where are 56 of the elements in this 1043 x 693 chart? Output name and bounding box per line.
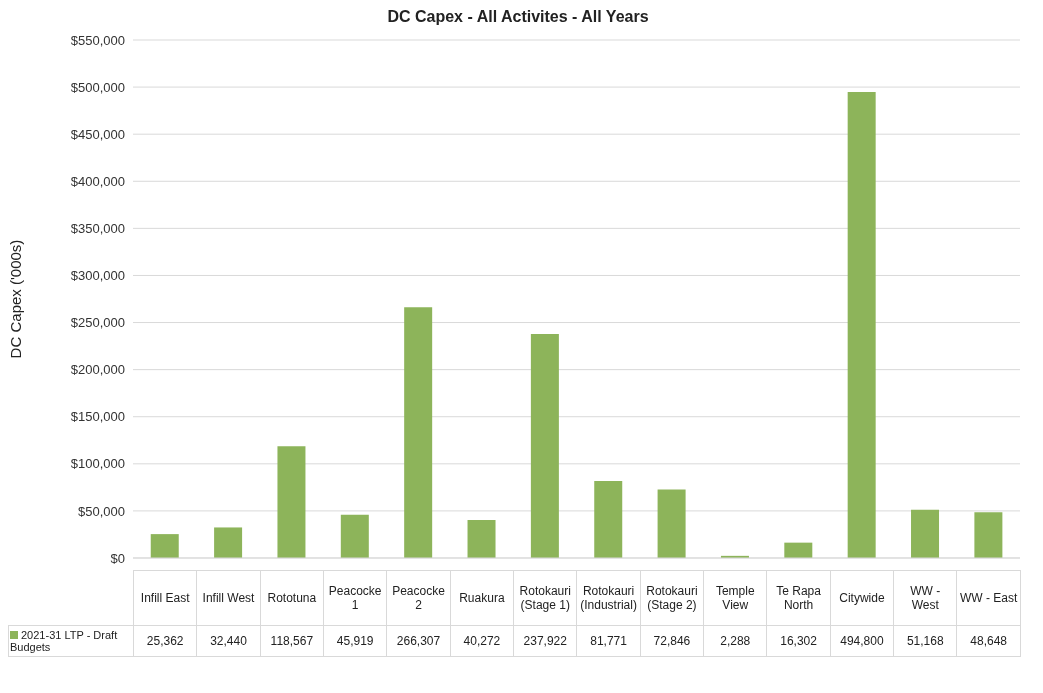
y-tick-label: $550,000 bbox=[70, 32, 125, 48]
x-tick-label: Citywide bbox=[830, 570, 894, 626]
y-tick-label: $400,000 bbox=[70, 173, 125, 189]
y-tick-label: $300,000 bbox=[70, 268, 125, 284]
x-tick-label: Peacocke 1 bbox=[323, 570, 387, 626]
x-tick-label: Infill East bbox=[133, 570, 197, 626]
bar bbox=[530, 333, 559, 558]
x-tick-label: Peacocke 2 bbox=[386, 570, 451, 626]
data-label: 32,440 bbox=[196, 625, 261, 657]
data-label: 81,771 bbox=[576, 625, 641, 657]
bar bbox=[150, 534, 179, 558]
data-label: 45,919 bbox=[323, 625, 387, 657]
bar bbox=[277, 446, 306, 558]
bar bbox=[657, 489, 686, 558]
bar bbox=[214, 527, 243, 558]
y-tick-label: $150,000 bbox=[70, 409, 125, 425]
data-label: 51,168 bbox=[893, 625, 957, 657]
x-tick-label: Rotokauri (Stage 2) bbox=[640, 570, 704, 626]
data-label: 48,648 bbox=[956, 625, 1021, 657]
y-tick-label: $500,000 bbox=[70, 79, 125, 95]
x-tick-label: Rotokauri (Industrial) bbox=[576, 570, 641, 626]
bar bbox=[847, 91, 876, 558]
y-tick-label: $200,000 bbox=[70, 362, 125, 378]
data-label: 494,800 bbox=[830, 625, 894, 657]
y-tick-label: $450,000 bbox=[70, 126, 125, 142]
data-label: 72,846 bbox=[640, 625, 704, 657]
y-tick-label: $250,000 bbox=[70, 315, 125, 331]
bar bbox=[340, 514, 369, 558]
data-label: 237,922 bbox=[513, 625, 577, 657]
data-label: 16,302 bbox=[766, 625, 831, 657]
x-tick-label: WW - East bbox=[956, 570, 1021, 626]
x-tick-label: Rotokauri (Stage 1) bbox=[513, 570, 577, 626]
bar bbox=[974, 512, 1003, 558]
x-tick-label: Infill West bbox=[196, 570, 261, 626]
bar bbox=[594, 480, 623, 558]
data-label: 118,567 bbox=[260, 625, 324, 657]
x-tick-label: Temple View bbox=[703, 570, 767, 626]
x-tick-label: Rototuna bbox=[260, 570, 324, 626]
bar bbox=[467, 520, 496, 558]
y-tick-label: $100,000 bbox=[70, 456, 125, 472]
chart-title: DC Capex - All Activites - All Years bbox=[386, 8, 650, 26]
data-label: 266,307 bbox=[386, 625, 451, 657]
y-tick-label: $50,000 bbox=[78, 503, 125, 519]
x-tick-label: Ruakura bbox=[450, 570, 514, 626]
bar bbox=[404, 307, 433, 558]
legend-label: 2021-31 LTP - Draft Budgets bbox=[10, 629, 118, 653]
bar bbox=[784, 542, 813, 558]
x-tick-label: Te Rapa North bbox=[766, 570, 831, 626]
bar bbox=[911, 509, 940, 558]
data-label: 25,362 bbox=[133, 625, 197, 657]
x-tick-label: WW - West bbox=[893, 570, 957, 626]
y-tick-label: $350,000 bbox=[70, 220, 125, 236]
data-label: 2,288 bbox=[703, 625, 767, 657]
y-axis-title: DC Capex ('000s) bbox=[7, 239, 25, 359]
y-tick-label: $0 bbox=[110, 550, 125, 566]
data-label: 40,272 bbox=[450, 625, 514, 657]
